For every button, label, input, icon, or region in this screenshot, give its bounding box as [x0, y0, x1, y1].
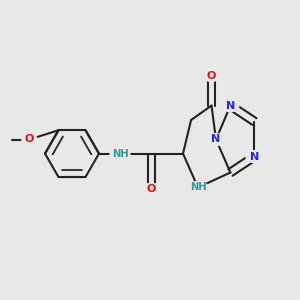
Text: N: N — [212, 134, 220, 145]
Ellipse shape — [222, 100, 239, 112]
Ellipse shape — [188, 182, 208, 194]
Text: O: O — [207, 70, 216, 81]
Ellipse shape — [204, 70, 219, 82]
Text: NH: NH — [112, 148, 128, 159]
Ellipse shape — [22, 134, 37, 146]
Text: O: O — [25, 134, 34, 145]
Text: NH: NH — [190, 182, 206, 193]
Text: N: N — [250, 152, 259, 162]
Ellipse shape — [144, 183, 159, 195]
Text: O: O — [147, 184, 156, 194]
Ellipse shape — [246, 151, 263, 163]
Ellipse shape — [110, 148, 130, 160]
Text: N: N — [226, 100, 235, 111]
Ellipse shape — [208, 134, 224, 146]
